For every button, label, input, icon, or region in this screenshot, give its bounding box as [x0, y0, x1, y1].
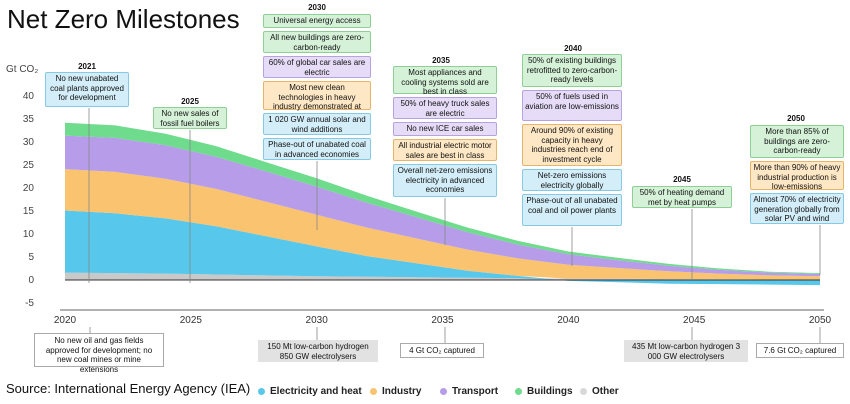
- chart-title: Net Zero Milestones: [7, 4, 240, 34]
- milestone-2030-2: All new buildings are zero-carbon-ready: [263, 31, 371, 53]
- year-label-2025: 2025: [181, 97, 199, 106]
- year-label-2045: 2045: [673, 175, 691, 184]
- x-tick-label: 2030: [306, 315, 329, 326]
- year-label-2050: 2050: [787, 114, 805, 123]
- year-label-2035: 2035: [432, 56, 450, 65]
- area-transport: [65, 135, 820, 277]
- area-electricity-and-heat: [65, 210, 820, 286]
- legend-label-buildings: Buildings: [527, 386, 573, 397]
- milestone-2025-1: No new sales of fossil fuel boilers: [153, 107, 227, 129]
- legend-label-electricity: Electricity and heat: [270, 386, 362, 397]
- milestone-2050-3: Almost 70% of electricity generation glo…: [750, 193, 844, 224]
- y-tick-label: 40: [23, 91, 35, 102]
- milestone-2050-bottom: 7.6 Gt CO₂ captured: [756, 343, 844, 358]
- milestone-2035-5: Overall net-zero emissions electricity i…: [393, 164, 497, 197]
- legend-electricity: Electricity and heat: [258, 386, 362, 397]
- x-tick-label: 2020: [54, 315, 77, 326]
- year-label-2021: 2021: [78, 62, 96, 71]
- y-tick-label: 5: [28, 252, 34, 263]
- legend-label-transport: Transport: [452, 386, 499, 397]
- milestone-2040-2: 50% of fuels used in aviation are low-em…: [522, 90, 622, 121]
- y-tick-label: 25: [23, 160, 35, 171]
- legend-swatch-buildings: [515, 388, 522, 395]
- milestone-2030-5: 1 020 GW annual solar and wind additions: [263, 113, 371, 135]
- legend-swatch-industry: [370, 388, 377, 395]
- x-tick-label: 2035: [431, 315, 454, 326]
- milestone-2030-4: Most new clean technologies in heavy ind…: [263, 81, 371, 121]
- milestone-2040-3: Around 90% of existing capacity in heavy…: [522, 124, 622, 166]
- legend-buildings: Buildings: [515, 386, 573, 397]
- y-tick-label: 15: [23, 206, 35, 217]
- x-tick-label: 2045: [683, 315, 706, 326]
- year-label-2040: 2040: [564, 44, 582, 53]
- milestone-2035-bottom: 4 Gt CO₂ captured: [400, 343, 484, 358]
- milestone-2035-1: Most appliances and cooling systems sold…: [393, 66, 497, 96]
- y-tick-label: 35: [23, 114, 35, 125]
- legend-transport: Transport: [440, 386, 498, 397]
- legend-swatch-other: [580, 388, 587, 395]
- y-tick-label: -5: [25, 298, 34, 309]
- area-buildings: [65, 122, 820, 274]
- milestone-2030-6: Phase-out of unabated coal in advanced e…: [263, 138, 371, 160]
- x-tick-label: 2040: [557, 315, 580, 326]
- y-axis-label: Gt CO₂: [6, 64, 38, 75]
- milestone-2050-1: More than 85% of buildings are zero-carb…: [750, 125, 844, 158]
- milestone-2030-bottom: 150 Mt low-carbon hydrogen 850 GW electr…: [258, 340, 378, 362]
- legend-industry: Industry: [370, 386, 421, 397]
- milestone-2035-4: All industrial electric motor sales are …: [393, 139, 497, 161]
- year-label-2030: 2030: [308, 3, 326, 12]
- milestone-2045-bottom: 435 Mt low-carbon hydrogen 3 000 GW elec…: [624, 340, 748, 362]
- milestone-2050-2: More than 90% of heavy industrial produc…: [750, 161, 844, 191]
- milestone-2021-1: No new unabated coal plants approved for…: [45, 72, 129, 107]
- legend-label-other: Other: [592, 386, 619, 397]
- milestone-2020-bottom: No new oil and gas fields approved for d…: [34, 333, 164, 374]
- legend-swatch-electricity: [258, 388, 265, 395]
- x-tick-label: 2025: [180, 315, 203, 326]
- milestone-2030-1: Universal energy access: [263, 14, 371, 28]
- x-tick-label: 2050: [809, 315, 832, 326]
- y-tick-label: 0: [28, 275, 34, 286]
- milestone-2040-4: Net-zero emissions electricity globally: [522, 169, 622, 191]
- y-tick-label: 20: [23, 183, 35, 194]
- milestone-2040-1: 50% of existing buildings retrofitted to…: [522, 54, 622, 87]
- legend-other: Other: [580, 386, 619, 397]
- legend-swatch-transport: [440, 388, 447, 395]
- milestone-2045-1: 50% of heating demand met by heat pumps: [632, 186, 732, 208]
- milestone-2030-3: 60% of global car sales are electric: [263, 56, 371, 78]
- area-other: [65, 272, 820, 280]
- area-industry: [65, 169, 820, 280]
- milestone-2040-5: Phase-out of all unabated coal and oil p…: [522, 194, 622, 226]
- milestone-2035-2: 50% of heavy truck sales are electric: [393, 97, 497, 119]
- y-tick-label: 30: [23, 137, 35, 148]
- y-tick-label: 10: [23, 229, 35, 240]
- milestone-2035-3: No new ICE car sales: [393, 122, 497, 136]
- legend-label-industry: Industry: [382, 386, 422, 397]
- source-note: Source: International Energy Agency (IEA…: [6, 381, 251, 396]
